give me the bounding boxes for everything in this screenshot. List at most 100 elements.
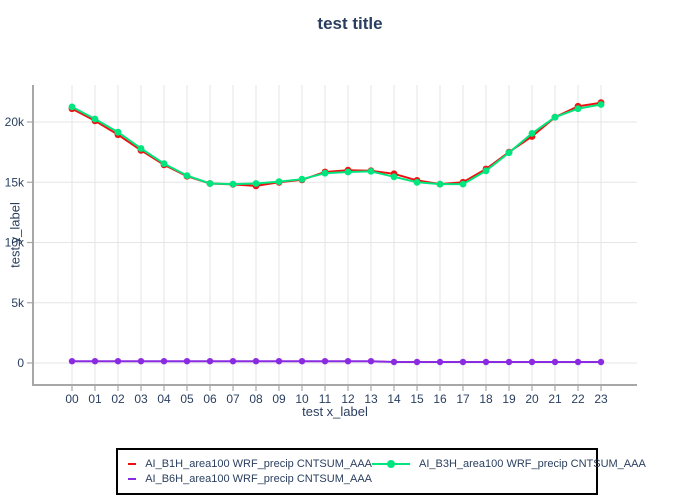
- legend-item-2[interactable]: AI_B3H_area100 WRF_precip CNTSUM_AAA: [372, 458, 646, 470]
- x-tick-label: 11: [319, 392, 332, 406]
- x-tick-label: 02: [111, 392, 125, 406]
- data-point: [482, 167, 490, 175]
- x-tick-label: 06: [203, 392, 217, 406]
- series-AI_B6H_area100 WRF_precip CNTSUM_AAA: [68, 358, 605, 366]
- data-point: [459, 180, 467, 188]
- data-point: [505, 358, 513, 366]
- data-point: [528, 358, 536, 366]
- data-point: [390, 173, 398, 181]
- legend-label: AI_B6H_area100 WRF_precip CNTSUM_AAA: [145, 473, 372, 485]
- data-point: [390, 358, 398, 366]
- data-point: [252, 358, 260, 365]
- y-tick-label: 20k: [5, 115, 25, 129]
- legend-marker: [372, 460, 410, 468]
- data-point: [574, 105, 582, 113]
- data-point: [505, 149, 513, 157]
- data-point: [413, 178, 421, 186]
- data-point: [482, 358, 490, 366]
- data-point: [528, 130, 536, 137]
- data-point: [597, 101, 605, 108]
- data-point: [321, 169, 329, 177]
- legend-label: AI_B1H_area100 WRF_precip CNTSUM_AAA: [145, 458, 372, 470]
- x-tick-label: 20: [525, 392, 539, 406]
- legend: AI_B1H_area100 WRF_precip CNTSUM_AAA AI_B…: [116, 448, 646, 495]
- legend-item-3[interactable]: AI_B6H_area100 WRF_precip CNTSUM_AAA: [128, 473, 372, 485]
- data-point: [206, 358, 214, 365]
- x-tick-label: 12: [341, 392, 355, 406]
- x-tick-label: 17: [456, 392, 470, 406]
- x-tick-label: 23: [594, 392, 608, 406]
- x-axis-label: test x_label: [302, 404, 368, 419]
- x-tick-label: 16: [433, 392, 447, 406]
- x-tick-label: 05: [180, 392, 194, 406]
- x-tick-label: 13: [364, 392, 378, 406]
- axis-ticks: 00 01 02 03 04 05 06 07 08 09 10 11 12 13 14 15 16 17 18 19…: [5, 115, 608, 406]
- data-point: [436, 358, 444, 366]
- data-point: [252, 180, 260, 187]
- y-axis-label: test y_label: [7, 202, 23, 268]
- data-point: [275, 178, 283, 186]
- series-line: [71, 103, 602, 186]
- data-point: [574, 358, 582, 366]
- data-point: [275, 358, 283, 365]
- x-tick-label: 10: [295, 392, 309, 406]
- x-tick-label: 01: [88, 392, 102, 406]
- chart-title: test title: [317, 14, 383, 33]
- series-AI_B3H_area100 WRF_precip CNTSUM_AAA: [68, 101, 605, 188]
- legend-label: AI_B3H_area100 WRF_precip CNTSUM_AAA: [419, 458, 646, 470]
- data-point: [114, 358, 122, 365]
- x-tick-label: 00: [65, 392, 79, 406]
- gridlines: [33, 85, 637, 385]
- data-point: [551, 113, 559, 121]
- data-point: [91, 115, 99, 123]
- series-AI_B1H_area100 WRF_precip CNTSUM_AAA: [68, 99, 605, 190]
- data-point: [183, 172, 191, 180]
- data-point: [137, 145, 145, 152]
- data-point: [344, 358, 352, 365]
- data-point: [160, 160, 168, 168]
- data-point: [321, 358, 329, 365]
- data-point: [436, 180, 444, 188]
- x-tick-label: 22: [571, 392, 585, 406]
- data-point: [597, 358, 605, 366]
- data-point: [91, 358, 99, 365]
- data-point: [206, 180, 214, 187]
- y-tick-label: 15k: [5, 175, 25, 189]
- data-point: [114, 128, 122, 136]
- data-point: [298, 358, 306, 365]
- x-tick-label: 09: [272, 392, 286, 406]
- data-point: [160, 358, 168, 365]
- data-point: [344, 168, 352, 176]
- legend-item-1[interactable]: AI_B1H_area100 WRF_precip CNTSUM_AAA: [128, 458, 372, 470]
- data-point: [68, 103, 76, 111]
- data-point: [68, 358, 76, 365]
- y-tick-label: 0: [17, 356, 24, 370]
- data-point: [459, 358, 467, 366]
- plot-area: 00 01 02 03 04 05 06 07 08 09 10 11 12 13 14 15 16 17 18 19…: [5, 85, 637, 406]
- x-tick-label: 18: [479, 392, 493, 406]
- data-point: [298, 175, 306, 183]
- data-point: [183, 358, 191, 365]
- legend-marker: [128, 463, 137, 465]
- data-point: [229, 180, 237, 188]
- series-line: [72, 360, 601, 363]
- x-tick-label: 21: [548, 392, 562, 406]
- legend-marker: [128, 478, 137, 480]
- x-tick-label: 15: [410, 392, 424, 406]
- x-tick-label: 04: [157, 392, 171, 406]
- x-tick-label: 08: [249, 392, 263, 406]
- y-tick-label: 10k: [5, 236, 25, 250]
- data-point: [137, 358, 145, 365]
- data-point: [229, 358, 237, 365]
- x-tick-label: 14: [387, 392, 401, 406]
- y-tick-label: 5k: [11, 296, 25, 310]
- data-point: [551, 358, 559, 366]
- x-tick-label: 07: [226, 392, 240, 406]
- axis-lines: [32, 85, 637, 386]
- data-point: [367, 358, 375, 365]
- data-point: [367, 168, 375, 175]
- x-tick-label: 19: [502, 392, 516, 406]
- x-tick-label: 03: [134, 392, 148, 406]
- data-point: [413, 358, 421, 366]
